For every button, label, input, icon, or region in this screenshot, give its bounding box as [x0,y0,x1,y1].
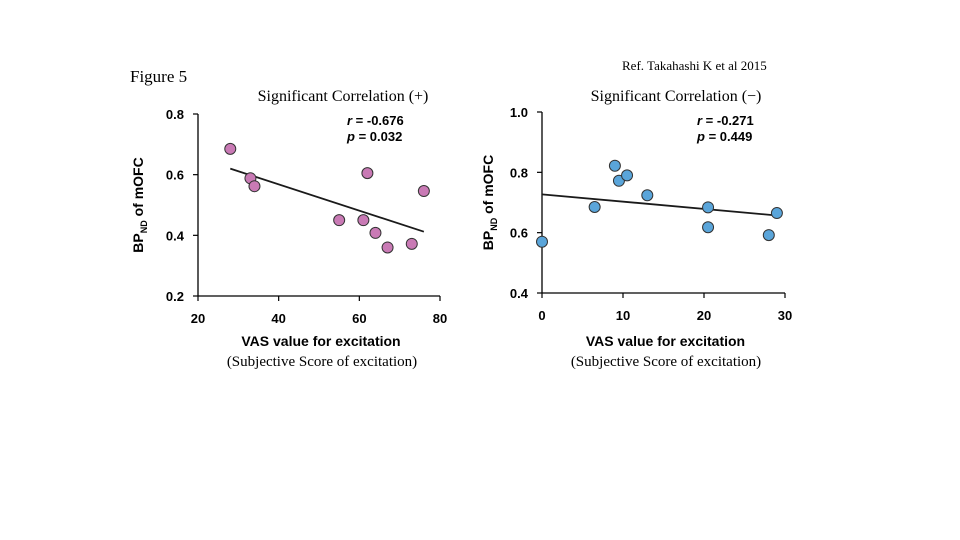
data-point [641,189,654,202]
chart-positive-correlation: Significant Correlation (+) 0.2 0.4 0.6 0.8 2… [130,88,447,370]
x-tick-label: 40 [271,311,285,326]
x-axis-subtitle: (Subjective Score of excitation) [571,354,761,370]
y-tick-label: 0.4 [166,228,185,243]
y-tick-label: 1.0 [510,105,528,120]
y-axis-label-subscript: ND [139,220,149,233]
data-point [333,214,346,227]
stat-p-symbol: p [346,129,355,144]
y-tick-label: 0.8 [510,165,528,180]
data-point [369,226,382,239]
stat-p-value: = 0.032 [355,129,402,144]
data-point [621,169,634,182]
data-point [357,214,370,227]
stat-p: p = 0.032 [346,129,402,144]
regression-line [541,193,777,217]
y-axis-label: BPND of mOFC [480,155,499,250]
y-axis-label-main: BP [130,233,146,252]
data-point [702,221,715,234]
chart-negative-correlation: Significant Correlation (−) 0.4 0.6 0.8 1.0 0… [480,88,792,370]
data-point [361,167,374,180]
chart-title: Significant Correlation (−) [591,88,762,105]
stat-r: r = -0.271 [697,113,754,128]
y-axis-label-subscript: ND [489,217,499,230]
y-tick-label: 0.8 [166,107,184,122]
stat-r-symbol: r [347,113,353,128]
y-tick-label: 0.2 [166,289,184,304]
regression-line [229,167,425,233]
x-tick-label: 80 [433,311,447,326]
y-axis-label-rest: of mOFC [480,155,496,218]
data-point [702,201,715,214]
x-axis-label: VAS value for excitation [586,333,745,349]
x-tick-label: 0 [538,308,545,323]
stat-r-value: = -0.271 [702,113,754,128]
stat-r: r = -0.676 [347,113,404,128]
y-axis-label-rest: of mOFC [130,157,146,220]
data-point [417,185,430,198]
data-point [248,180,261,193]
data-point [770,207,783,220]
chart-title: Significant Correlation (+) [258,88,429,105]
stat-p-value: = 0.449 [705,129,752,144]
reference-label: Ref. Takahashi K et al 2015 [622,58,767,73]
figure-label: Figure 5 [130,67,188,86]
x-tick-label: 60 [352,311,366,326]
stat-p: p = 0.449 [696,129,752,144]
data-point [536,235,548,248]
y-tick-label: 0.4 [510,286,529,301]
stat-p-symbol: p [696,129,705,144]
data-point [224,142,237,155]
y-tick-label: 0.6 [510,226,528,241]
data-point [588,201,601,214]
y-axis-label: BPND of mOFC [130,157,149,252]
stat-r-value: = -0.676 [352,113,404,128]
y-tick-label: 0.6 [166,168,184,183]
y-axis-label-main: BP [480,231,496,250]
x-tick-label: 10 [616,308,630,323]
x-tick-label: 20 [697,308,711,323]
x-axis-subtitle: (Subjective Score of excitation) [227,354,417,370]
x-tick-label: 20 [191,311,205,326]
data-point [762,229,775,242]
data-point [405,237,418,250]
stat-r-symbol: r [697,113,703,128]
x-tick-label: 30 [778,308,792,323]
x-axis-label: VAS value for excitation [241,333,400,349]
data-point [381,241,394,254]
data-point [608,159,621,172]
